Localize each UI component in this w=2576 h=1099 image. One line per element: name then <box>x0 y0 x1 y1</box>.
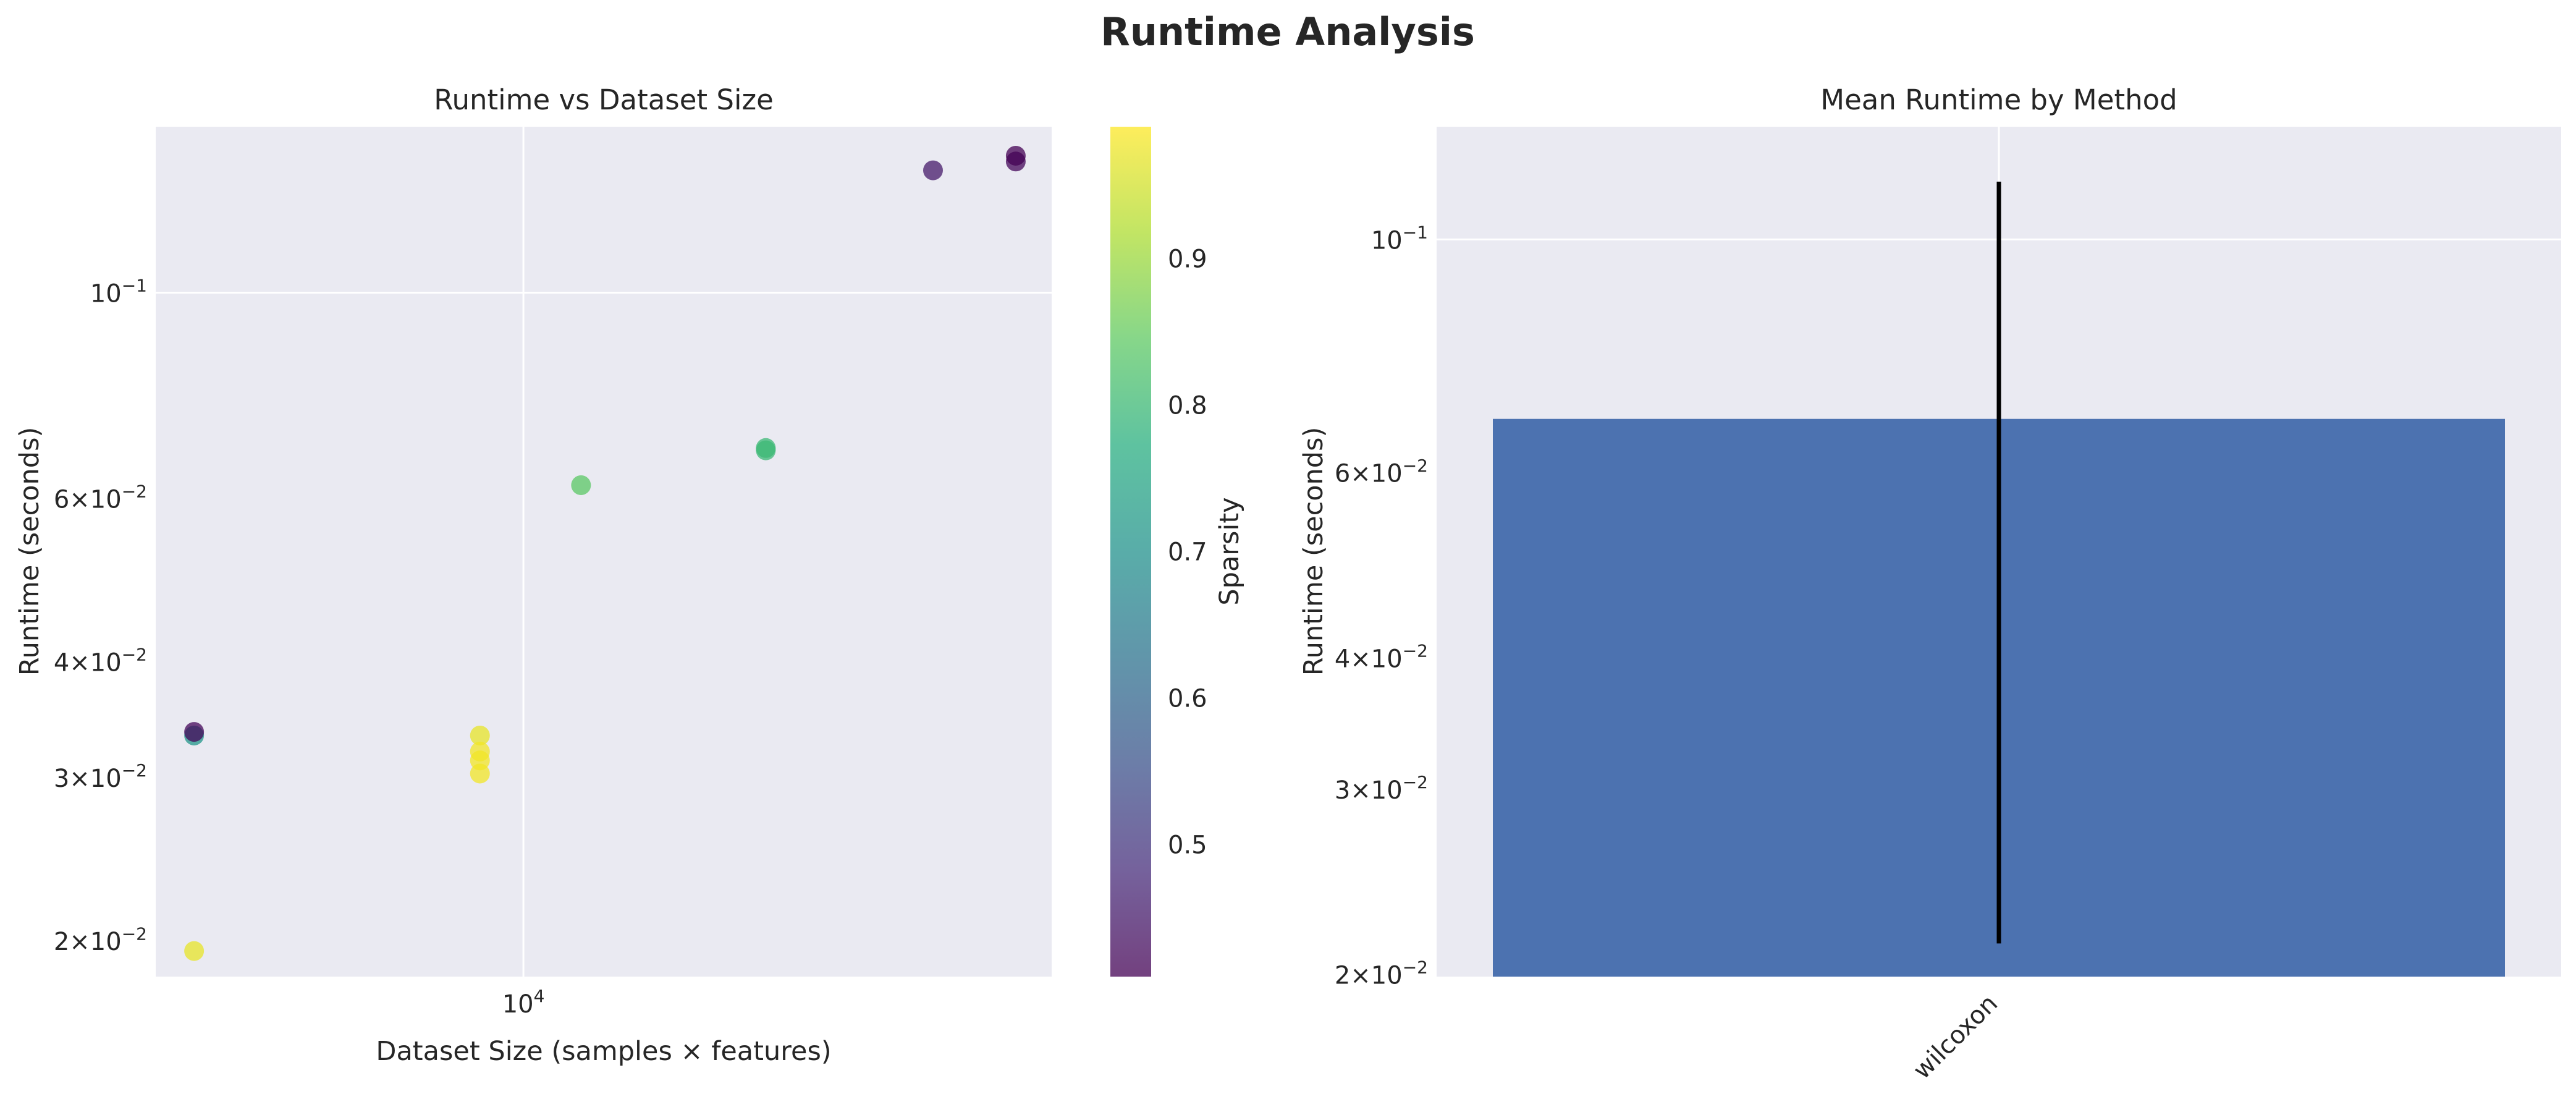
bar-y-tick-label: 3×10−2 <box>1335 772 1428 805</box>
figure-title: Runtime Analysis <box>1100 9 1475 54</box>
bar-panel: 2×10−23×10−24×10−26×10−210−1 wilcoxon Me… <box>1298 83 2561 1085</box>
bar-y-tick-label: 6×10−2 <box>1335 456 1428 488</box>
scatter-point <box>571 475 591 495</box>
scatter-x-label: Dataset Size (samples × features) <box>376 1036 831 1067</box>
scatter-points <box>184 145 1026 961</box>
scatter-point <box>470 763 490 784</box>
bar-title: Mean Runtime by Method <box>1820 83 2177 116</box>
scatter-y-label: Runtime (seconds) <box>14 427 45 676</box>
colorbar-tick-label: 0.6 <box>1168 685 1207 713</box>
scatter-y-tick-label: 2×10−2 <box>54 923 147 956</box>
scatter-point <box>184 722 205 742</box>
colorbar-tick-label: 0.9 <box>1168 245 1207 273</box>
scatter-x-ticks: 104 <box>502 986 545 1019</box>
scatter-y-tick-label: 3×10−2 <box>54 760 147 793</box>
scatter-y-tick-label: 6×10−2 <box>54 482 147 514</box>
colorbar-tick-label: 0.5 <box>1168 831 1207 860</box>
scatter-title: Runtime vs Dataset Size <box>434 83 774 116</box>
scatter-y-tick-label: 10−1 <box>90 276 147 308</box>
scatter-point <box>923 160 943 180</box>
colorbar: 0.5 0.6 0.7 0.8 0.9 Sparsity <box>1110 127 1245 977</box>
scatter-grid <box>156 127 1052 977</box>
bar-y-tick-label: 4×10−2 <box>1335 640 1428 673</box>
colorbar-tick-label: 0.8 <box>1168 391 1207 420</box>
bar-y-tick-label: 10−1 <box>1371 223 1428 255</box>
colorbar-tick-label: 0.7 <box>1168 538 1207 567</box>
bar-y-tick-label: 2×10−2 <box>1335 957 1428 990</box>
scatter-y-ticks: 2×10−2 3×10−2 4×10−2 6×10−2 10−1 <box>54 276 147 956</box>
bar-marks <box>1493 181 2505 977</box>
colorbar-gradient <box>1110 127 1151 977</box>
scatter-point <box>470 725 490 745</box>
scatter-plot-area <box>156 127 1052 977</box>
scatter-point <box>1005 145 1026 166</box>
bar-y-ticks: 2×10−2 3×10−2 4×10−2 6×10−2 10−1 <box>1335 223 1428 990</box>
scatter-point <box>184 941 205 961</box>
scatter-x-tick-label: 104 <box>502 986 545 1019</box>
scatter-y-tick-label: 4×10−2 <box>54 645 147 677</box>
bar-y-label: Runtime (seconds) <box>1298 427 1329 676</box>
colorbar-ticks: 0.5 0.6 0.7 0.8 0.9 <box>1168 245 1207 859</box>
scatter-panel: 2×10−2 3×10−2 4×10−2 6×10−2 10−1 104 Runtime… <box>14 83 1052 1067</box>
colorbar-label: Sparsity <box>1214 497 1245 605</box>
scatter-point <box>756 440 776 460</box>
